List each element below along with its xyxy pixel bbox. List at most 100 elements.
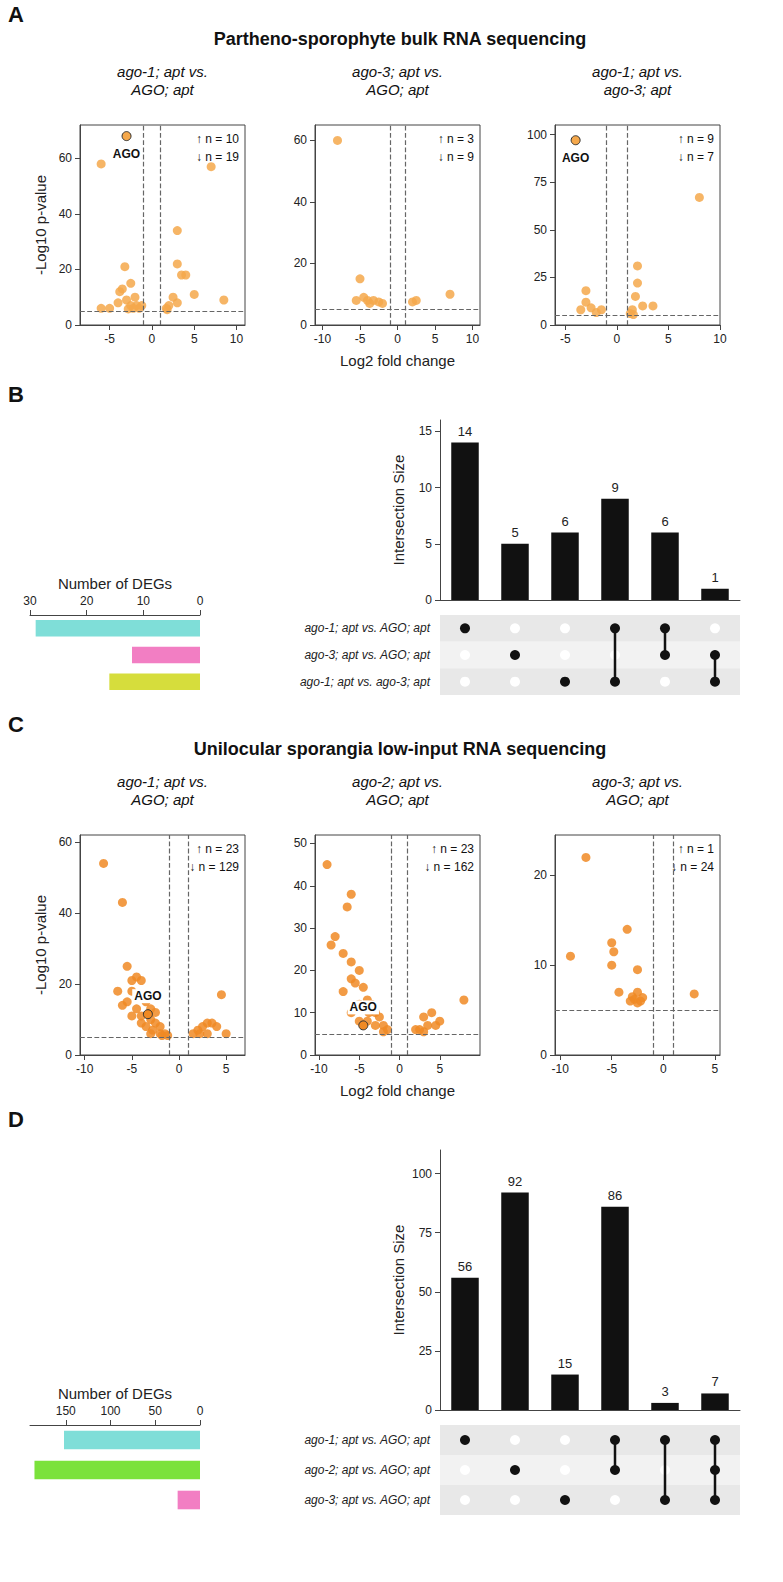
svg-text:75: 75 (534, 175, 548, 189)
svg-text:AGO; apt: AGO; apt (130, 791, 194, 808)
svg-text:ago-2; apt vs.: ago-2; apt vs. (352, 773, 443, 790)
svg-text:50: 50 (419, 1285, 433, 1299)
svg-text:ago-3; apt vs. AGO; apt: ago-3; apt vs. AGO; apt (304, 648, 430, 662)
svg-text:-Log10 p-value: -Log10 p-value (32, 895, 49, 995)
svg-text:15: 15 (419, 424, 433, 438)
svg-text:5: 5 (425, 537, 432, 551)
svg-text:20: 20 (294, 963, 308, 977)
svg-text:AGO; apt: AGO; apt (605, 791, 669, 808)
svg-text:ago-3; apt vs.: ago-3; apt vs. (352, 63, 443, 80)
svg-text:0: 0 (425, 593, 432, 607)
svg-text:↑ n = 23: ↑ n = 23 (196, 842, 239, 856)
svg-text:AGO; apt: AGO; apt (130, 81, 194, 98)
svg-text:86: 86 (608, 1188, 622, 1203)
svg-text:B: B (8, 382, 24, 407)
svg-text:5: 5 (223, 1062, 230, 1076)
svg-text:0: 0 (197, 594, 204, 608)
svg-text:10: 10 (534, 958, 548, 972)
svg-text:20: 20 (534, 868, 548, 882)
svg-text:1: 1 (711, 570, 718, 585)
svg-text:100: 100 (412, 1167, 432, 1181)
svg-text:14: 14 (458, 424, 472, 439)
svg-text:C: C (8, 712, 24, 737)
svg-text:92: 92 (508, 1174, 522, 1189)
svg-text:ago-2; apt vs. AGO; apt: ago-2; apt vs. AGO; apt (304, 1463, 430, 1477)
svg-text:30: 30 (294, 921, 308, 935)
svg-text:6: 6 (661, 514, 668, 529)
svg-text:40: 40 (294, 195, 308, 209)
svg-text:ago-1; apt vs.: ago-1; apt vs. (592, 63, 683, 80)
svg-text:↑ n = 23: ↑ n = 23 (431, 842, 474, 856)
svg-text:60: 60 (294, 133, 308, 147)
svg-text:20: 20 (59, 262, 73, 276)
svg-text:75: 75 (419, 1226, 433, 1240)
svg-text:30: 30 (23, 594, 37, 608)
svg-text:Intersection Size: Intersection Size (390, 455, 407, 566)
svg-text:-10: -10 (76, 1062, 94, 1076)
svg-text:ago-1; apt vs. AGO; apt: ago-1; apt vs. AGO; apt (304, 621, 430, 635)
svg-text:0: 0 (197, 1404, 204, 1418)
svg-text:0: 0 (176, 1062, 183, 1076)
svg-text:-10: -10 (314, 332, 332, 346)
svg-text:↑ n = 10: ↑ n = 10 (196, 132, 239, 146)
svg-text:10: 10 (466, 332, 480, 346)
svg-text:25: 25 (419, 1344, 433, 1358)
svg-text:0: 0 (396, 1062, 403, 1076)
svg-text:AGO: AGO (350, 1000, 377, 1014)
svg-text:↓ n = 19: ↓ n = 19 (196, 150, 239, 164)
svg-text:ago-1; apt vs.: ago-1; apt vs. (117, 63, 208, 80)
svg-text:20: 20 (59, 977, 73, 991)
svg-text:10: 10 (713, 332, 727, 346)
svg-text:0: 0 (300, 318, 307, 332)
svg-text:ago-3; apt: ago-3; apt (604, 81, 672, 98)
svg-text:5: 5 (665, 332, 672, 346)
svg-text:5: 5 (712, 1062, 719, 1076)
svg-text:10: 10 (294, 1006, 308, 1020)
svg-text:50: 50 (534, 223, 548, 237)
svg-text:D: D (8, 1107, 24, 1132)
svg-text:150: 150 (56, 1404, 76, 1418)
svg-text:Unilocular sporangia low-input: Unilocular sporangia low-input RNA seque… (194, 739, 606, 759)
svg-text:0: 0 (614, 332, 621, 346)
svg-text:↓ n = 162: ↓ n = 162 (424, 860, 474, 874)
svg-text:AGO; apt: AGO; apt (365, 791, 429, 808)
svg-text:0: 0 (540, 1048, 547, 1062)
svg-text:ago-1; apt vs. ago-3; apt: ago-1; apt vs. ago-3; apt (300, 675, 431, 689)
svg-text:50: 50 (294, 836, 308, 850)
svg-text:0: 0 (660, 1062, 667, 1076)
svg-text:0: 0 (394, 332, 401, 346)
svg-text:ago-1; apt vs.: ago-1; apt vs. (117, 773, 208, 790)
svg-text:-5: -5 (560, 332, 571, 346)
svg-text:6: 6 (561, 514, 568, 529)
svg-text:-5: -5 (127, 1062, 138, 1076)
svg-text:0: 0 (65, 318, 72, 332)
svg-text:40: 40 (59, 906, 73, 920)
svg-text:A: A (8, 2, 24, 27)
svg-text:-Log10 p-value: -Log10 p-value (32, 175, 49, 275)
svg-text:AGO: AGO (134, 989, 161, 1003)
svg-text:40: 40 (59, 207, 73, 221)
svg-text:AGO: AGO (113, 147, 140, 161)
svg-text:20: 20 (80, 594, 94, 608)
svg-text:↑ n = 3: ↑ n = 3 (438, 132, 475, 146)
svg-text:50: 50 (149, 1404, 163, 1418)
svg-text:0: 0 (425, 1403, 432, 1417)
svg-text:↓ n = 129: ↓ n = 129 (189, 860, 239, 874)
svg-text:-5: -5 (355, 332, 366, 346)
svg-text:AGO; apt: AGO; apt (365, 81, 429, 98)
svg-text:-5: -5 (104, 332, 115, 346)
svg-text:15: 15 (558, 1356, 572, 1371)
svg-text:0: 0 (65, 1048, 72, 1062)
svg-text:-10: -10 (310, 1062, 328, 1076)
svg-text:-5: -5 (354, 1062, 365, 1076)
svg-text:Intersection Size: Intersection Size (390, 1225, 407, 1336)
svg-text:ago-3; apt vs.: ago-3; apt vs. (592, 773, 683, 790)
svg-text:-10: -10 (551, 1062, 569, 1076)
svg-text:↓ n = 7: ↓ n = 7 (678, 150, 715, 164)
svg-text:0: 0 (540, 318, 547, 332)
svg-text:10: 10 (230, 332, 244, 346)
svg-text:100: 100 (101, 1404, 121, 1418)
svg-text:5: 5 (436, 1062, 443, 1076)
svg-text:10: 10 (137, 594, 151, 608)
svg-text:Partheno-sporophyte bulk RNA s: Partheno-sporophyte bulk RNA sequencing (214, 29, 586, 49)
